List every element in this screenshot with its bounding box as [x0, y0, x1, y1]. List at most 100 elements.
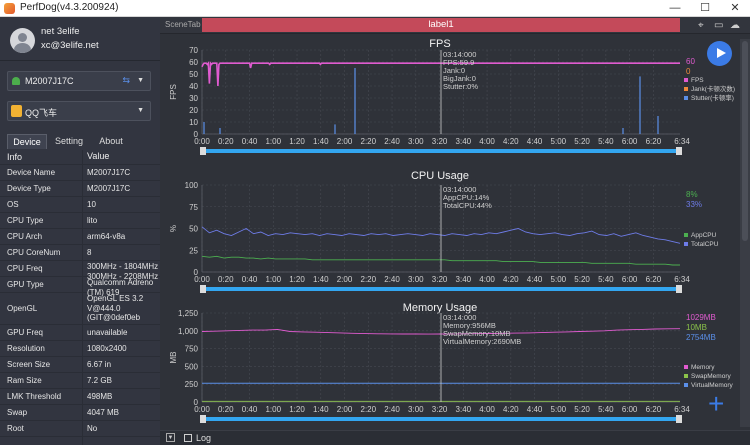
tooltip-line: BigJank:0 [443, 74, 476, 83]
legend-swatch [684, 78, 688, 82]
link-icon[interactable]: ⇆ [122, 75, 130, 85]
x-tick-label: 3:00 [408, 275, 424, 284]
current-value: 0 [686, 67, 691, 76]
legend-label: FPS [691, 77, 704, 84]
legend-label: AppCPU [691, 232, 717, 239]
timeline-handle-end[interactable] [676, 147, 682, 155]
main-area: SceneTab label1 ⌖ ▭ ☁ FPS FPS 0 10 20 30 40 50 6… [160, 17, 750, 445]
x-tick-label: 2:40 [384, 275, 400, 284]
info-key: CPU Type [7, 216, 44, 225]
app-select-value: QQ飞车 [25, 108, 58, 118]
cpu-y-axis-label: % [169, 225, 178, 232]
x-tick-label: 6:00 [622, 137, 638, 146]
info-key: Device Type [7, 184, 51, 193]
x-tick-label: 3:20 [432, 137, 448, 146]
x-tick-label: 5:20 [574, 275, 590, 284]
info-table-header: Info Value [0, 150, 160, 165]
legend-swatch [684, 87, 688, 91]
info-value: unavailable [87, 328, 128, 337]
timeline-handle-start[interactable] [200, 415, 206, 423]
chevron-down-icon: ▼ [137, 107, 144, 114]
info-row: OS 10 [0, 197, 160, 213]
scene-tab-bar: SceneTab label1 ⌖ ▭ ☁ [160, 17, 750, 34]
info-value: OpenGL ES 3.2 V@444.0 (GIT@0def0eb [87, 294, 144, 322]
x-tick-label: 2:20 [361, 405, 377, 414]
avatar[interactable] [10, 28, 35, 53]
y-tick-label: 50 [189, 70, 198, 79]
x-tick-label: 4:40 [527, 275, 543, 284]
x-tick-label: 0:00 [194, 275, 210, 284]
perfdog-logo-icon [4, 3, 15, 14]
info-row: Root No [0, 421, 160, 437]
add-button[interactable]: + [708, 388, 725, 419]
location-icon[interactable]: ⌖ [698, 20, 704, 31]
timeline-handle-end[interactable] [676, 415, 682, 423]
x-tick-label: 2:20 [361, 275, 377, 284]
x-tick-label: 2:00 [337, 275, 353, 284]
info-key: Ram Size [7, 376, 42, 385]
x-tick-label: 5:40 [598, 275, 614, 284]
info-value: 498MB [87, 392, 113, 401]
info-value: M2007J17C [87, 168, 131, 177]
tab-about[interactable]: About [99, 136, 123, 146]
timeline-handle-start[interactable] [200, 285, 206, 293]
x-tick-label: 5:40 [598, 137, 614, 146]
timeline-handle-end[interactable] [676, 285, 682, 293]
fps-y-axis-label: FPS [169, 84, 178, 100]
collapse-icon[interactable]: ▼ [166, 433, 175, 442]
y-tick-label: 60 [189, 58, 198, 67]
x-tick-label: 1:20 [289, 137, 305, 146]
tooltip-line: VirtualMemory:2690MB [443, 337, 521, 346]
x-tick-label: 1:00 [265, 275, 281, 284]
tab-device[interactable]: Device [7, 134, 47, 149]
info-key: Resolution [7, 344, 45, 353]
info-row: CPU CoreNum 8 [0, 245, 160, 261]
tooltip-line: 03:14:000 [443, 50, 476, 59]
timeline-handle-start[interactable] [200, 147, 206, 155]
scene-tab-label: SceneTab [165, 20, 201, 29]
label-tab-text: label1 [428, 19, 454, 30]
tab-setting[interactable]: Setting [54, 136, 84, 146]
cloud-icon[interactable]: ☁ [730, 20, 740, 31]
x-tick-label: 1:40 [313, 405, 329, 414]
tooltip-line: TotalCPU:44% [443, 201, 492, 210]
x-tick-label: 6:00 [622, 405, 638, 414]
current-value: 60 [686, 57, 695, 66]
y-tick-label: 100 [185, 181, 199, 190]
maximize-button[interactable]: ☐ [700, 2, 710, 14]
user-email: xc@3elife.net [41, 40, 99, 51]
folder-icon[interactable]: ▭ [714, 20, 724, 31]
y-tick-label: 40 [189, 82, 198, 91]
timeline-slider [202, 417, 680, 421]
x-tick-label: 2:20 [361, 137, 377, 146]
x-tick-label: 0:40 [242, 405, 258, 414]
x-tick-label: 5:40 [598, 405, 614, 414]
device-select[interactable]: M2007J17C ⇆ ▼ [7, 71, 151, 91]
scrollbar[interactable] [740, 39, 750, 427]
x-tick-label: 2:40 [384, 137, 400, 146]
y-tick-label: 50 [189, 225, 198, 234]
info-key: Device Name [7, 168, 56, 177]
info-key: CPU Freq [7, 264, 43, 273]
label-tab[interactable]: label1 [202, 18, 680, 32]
info-row: LMK Threshold 498MB [0, 389, 160, 405]
x-tick-label: 5:20 [574, 137, 590, 146]
info-value: 8 [87, 248, 92, 257]
tooltip-line: 03:14:000 [443, 313, 476, 322]
info-value: arm64-v8a [87, 232, 126, 241]
info-row: GPU Type Qualcomm Adreno (TM) 619 [0, 277, 160, 297]
play-button[interactable] [707, 41, 732, 66]
x-end-label: 6:34 [674, 405, 690, 414]
y-tick-label: 25 [189, 246, 198, 255]
x-tick-label: 0:40 [242, 137, 258, 146]
info-row: Device Type M2007J17C [0, 181, 160, 197]
log-checkbox[interactable] [184, 434, 192, 442]
legend-label: VirtualMemory [691, 382, 734, 389]
y-tick-label: 70 [189, 46, 198, 55]
y-tick-label: 1,250 [178, 309, 199, 318]
minimize-button[interactable]: — [669, 2, 681, 14]
close-button[interactable]: ✕ [730, 2, 740, 14]
app-select[interactable]: QQ飞车 ▼ [7, 101, 151, 121]
legend-label: SwapMemory [691, 373, 731, 380]
